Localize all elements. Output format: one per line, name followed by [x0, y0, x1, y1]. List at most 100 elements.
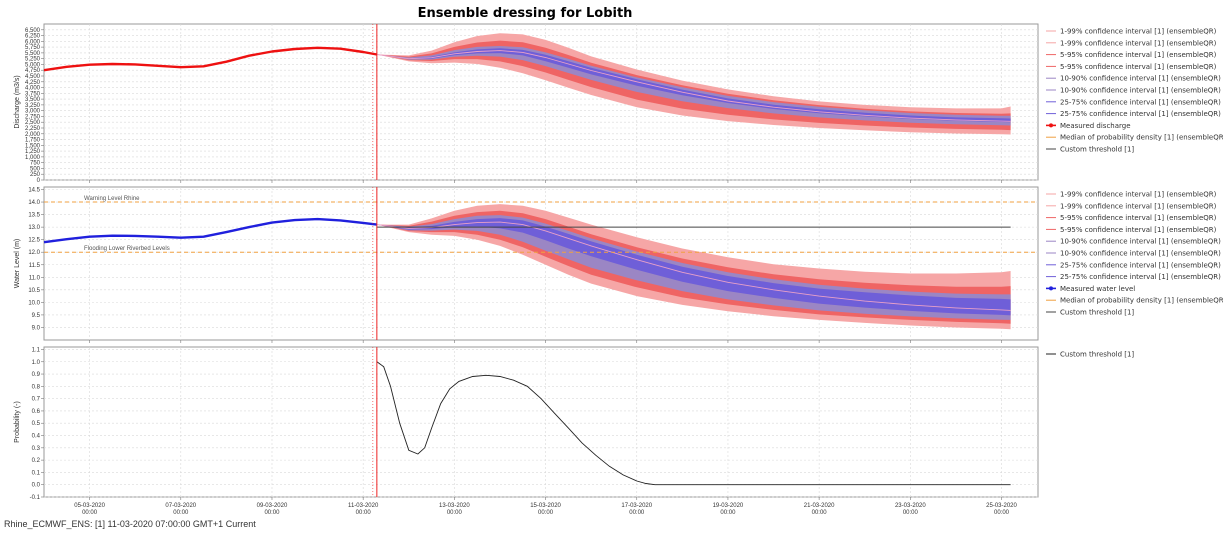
x-tick-label-date: 23-03-2020	[895, 503, 926, 509]
y-axis-label: Probability (-)	[14, 401, 21, 443]
x-tick-label-time: 00:00	[264, 510, 280, 516]
y-tick-label: 1,000	[25, 155, 41, 161]
y-tick-label: 12.5	[28, 238, 40, 244]
x-tick-label-time: 00:00	[812, 510, 828, 516]
y-tick-label: 3,500	[25, 97, 41, 103]
y-tick-label: 3,250	[25, 103, 41, 109]
y-tick-label: 1.1	[32, 347, 41, 353]
y-tick-label: 10.0	[28, 300, 40, 306]
panel-2: 9.0 9.5 10.0 10.5 11.0 11.5 12.0 12.5 13.0 13.5 14…	[14, 186, 1223, 343]
legend-item: Custom threshold [1]	[1060, 146, 1134, 154]
legend-item: 25-75% confidence interval [1] (ensemble…	[1060, 261, 1221, 269]
legend-item: 1-99% confidence interval [1] (ensembleQ…	[1060, 191, 1217, 199]
y-tick-label: 9.5	[32, 313, 41, 319]
legend-item: 5-95% confidence interval [1] (ensembleQ…	[1060, 51, 1217, 59]
level-line-label: Flooding Lower Riverbed Levels	[84, 246, 170, 252]
y-tick-label: 5,500	[25, 51, 41, 57]
legend-item: 5-95% confidence interval [1] (ensembleQ…	[1060, 63, 1217, 71]
x-tick-label-time: 00:00	[903, 510, 919, 516]
legend-item: 10-90% confidence interval [1] (ensemble…	[1060, 75, 1221, 83]
x-tick-label-date: 05-03-2020	[74, 503, 105, 509]
y-tick-label: 5,750	[25, 45, 41, 51]
y-tick-label: 1.0	[32, 360, 41, 366]
legend-item: Custom threshold [1]	[1060, 309, 1134, 317]
y-tick-label: 5,000	[25, 62, 41, 68]
y-tick-label: 2,750	[25, 114, 41, 120]
legend-item: 10-90% confidence interval [1] (ensemble…	[1060, 238, 1221, 246]
y-tick-label: 3,000	[25, 109, 41, 115]
y-tick-label: 0.3	[32, 446, 41, 452]
legend-item: 1-99% confidence interval [1] (ensembleQ…	[1060, 39, 1217, 47]
x-tick-label-time: 00:00	[82, 510, 98, 516]
plot-area	[43, 346, 1039, 498]
legend-item: Custom threshold [1]	[1060, 351, 1134, 359]
legend-item: 10-90% confidence interval [1] (ensemble…	[1060, 250, 1221, 258]
probability-line	[376, 361, 1011, 486]
legend-item: 25-75% confidence interval [1] (ensemble…	[1060, 273, 1221, 281]
y-tick-label: 1,750	[25, 138, 41, 144]
y-tick-label: 0.4	[32, 434, 41, 440]
x-tick-label-time: 00:00	[629, 510, 645, 516]
y-tick-label: 0.7	[32, 397, 41, 403]
y-tick-label: 2,500	[25, 120, 41, 126]
x-tick-label-date: 15-03-2020	[530, 503, 561, 509]
y-tick-label: 0.6	[32, 409, 41, 415]
y-tick-label: 4,250	[25, 80, 41, 86]
y-tick-label: 0.8	[32, 384, 41, 390]
median-line	[376, 221, 1011, 311]
y-tick-label: 6,000	[25, 39, 41, 45]
y-tick-label: 750	[30, 161, 41, 167]
y-axis-label: Water Level (m)	[14, 239, 21, 289]
x-tick-label-date: 11-03-2020	[348, 503, 379, 509]
panel-3: -0.1 0.0 0.1 0.2 0.3 0.4 0.5 0.6 0.7 0.8 0.9 1.0 1.1…	[14, 346, 1134, 516]
y-tick-label: 0.0	[32, 483, 41, 489]
legend-item: Median of probability density [1] (ensem…	[1060, 134, 1223, 142]
confidence-band-4	[376, 48, 1011, 123]
y-tick-label: 2,000	[25, 132, 41, 138]
legend-item: 25-75% confidence interval [1] (ensemble…	[1060, 110, 1221, 118]
y-tick-label: 0.1	[32, 470, 41, 476]
legend-marker	[1049, 123, 1053, 128]
y-tick-label: 500	[30, 166, 41, 172]
plot-area	[43, 23, 1039, 181]
x-tick-label-date: 13-03-2020	[439, 503, 470, 509]
y-tick-label: 1,500	[25, 143, 41, 149]
legend-item: 10-90% confidence interval [1] (ensemble…	[1060, 87, 1221, 95]
legend: 1-99% confidence interval [1] (ensembleQ…	[1046, 28, 1223, 154]
legend: 1-99% confidence interval [1] (ensembleQ…	[1046, 191, 1223, 317]
y-tick-label: 4,000	[25, 86, 41, 92]
x-tick-label-time: 00:00	[356, 510, 372, 516]
y-tick-label: 14.0	[28, 200, 40, 206]
panel-1: 02505007501,0001,2501,5001,7502,0002,250…	[14, 23, 1223, 184]
x-tick-label-time: 00:00	[720, 510, 736, 516]
x-tick-label-time: 00:00	[994, 510, 1010, 516]
y-tick-label: 12.0	[28, 250, 40, 256]
x-tick-label-date: 07-03-2020	[165, 503, 196, 509]
y-tick-label: 250	[30, 172, 41, 178]
y-tick-label: 0.9	[32, 372, 41, 378]
legend-item: Median of probability density [1] (ensem…	[1060, 297, 1223, 305]
y-tick-label: 10.5	[28, 288, 40, 294]
y-tick-label: 0.5	[32, 421, 41, 427]
y-tick-label: 0.2	[32, 458, 41, 464]
y-tick-label: -0.1	[30, 495, 41, 501]
legend-marker	[1049, 286, 1053, 291]
y-tick-label: 11.0	[29, 275, 41, 281]
y-tick-label: 5,250	[25, 57, 41, 63]
y-tick-label: 3,750	[25, 91, 41, 97]
legend-item: Measured discharge	[1060, 122, 1131, 130]
measured-water-level-line	[43, 217, 378, 244]
y-tick-label: 11.5	[29, 263, 41, 269]
legend: Custom threshold [1]	[1046, 351, 1134, 359]
status-footer: Rhine_ECMWF_ENS: [1] 11-03-2020 07:00:00…	[4, 519, 256, 529]
y-tick-label: 4,500	[25, 74, 41, 80]
legend-item: 5-95% confidence interval [1] (ensembleQ…	[1060, 226, 1217, 234]
legend-item: 5-95% confidence interval [1] (ensembleQ…	[1060, 214, 1217, 222]
x-tick-label-date: 17-03-2020	[621, 503, 652, 509]
x-tick-label-date: 21-03-2020	[804, 503, 835, 509]
y-tick-label: 0	[37, 178, 41, 184]
y-axis-label: Discharge (m3/s)	[14, 75, 21, 128]
y-tick-label: 14.5	[28, 188, 40, 194]
y-tick-label: 13.0	[28, 225, 40, 231]
